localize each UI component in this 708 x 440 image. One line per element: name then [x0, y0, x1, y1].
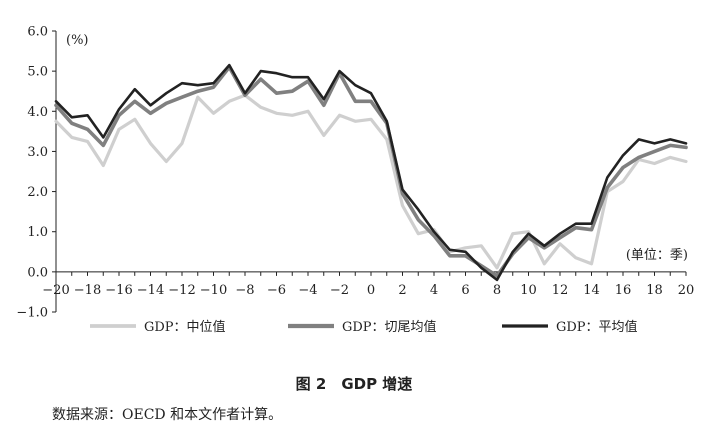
figure-title: 图 2 GDP 增速	[295, 375, 413, 393]
legend-label-1: GDP：中位值	[144, 319, 226, 335]
x-tick-label: −4	[298, 283, 317, 298]
x-tick-label: −10	[200, 283, 227, 298]
x-tick-label: 0	[367, 283, 375, 298]
series-line-1	[54, 93, 688, 270]
x-tick-label: 14	[583, 283, 600, 298]
x-tick-label: −16	[105, 283, 132, 298]
x-axis-unit-label: (单位：季)	[626, 248, 688, 263]
y-axis-ticks: −1.0 0.0 1.0 2.0 3.0 4.0 5.0 6.0	[16, 25, 56, 321]
x-tick-label: 4	[430, 283, 438, 298]
y-tick-label: 4.0	[27, 105, 48, 120]
x-tick-label: 8	[493, 283, 501, 298]
series-layer	[54, 63, 688, 282]
x-tick-label: 6	[461, 283, 469, 298]
y-tick-label: 5.0	[27, 65, 48, 80]
series-line-3	[54, 63, 688, 282]
gdp-growth-chart: −1.0 0.0 1.0 2.0 3.0 4.0 5.0 6.0 −2 0 −18 −16 −14 −1…	[16, 25, 695, 336]
x-tick-label: −2	[330, 283, 349, 298]
legend: GDP：中位值 GDP：切尾均值 GDP：平均值	[90, 319, 638, 335]
legend-label-3: GDP：平均值	[556, 319, 638, 335]
x-tick-label: −12	[168, 283, 195, 298]
y-tick-label: 3.0	[27, 145, 48, 160]
y-tick-label: 1.0	[27, 225, 48, 240]
y-tick-label: 2.0	[27, 185, 48, 200]
x-tick-label: 10	[520, 283, 537, 298]
legend-label-2: GDP：切尾均值	[342, 319, 437, 335]
y-tick-label: −1.0	[16, 306, 48, 321]
x-tick-label: −14	[137, 283, 164, 298]
x-tick-label: −8	[235, 283, 254, 298]
figure-source-note: 数据来源：OECD 和本文作者计算。	[52, 407, 283, 423]
x-tick-label: 20	[678, 283, 695, 298]
x-tick-label: 16	[615, 283, 632, 298]
x-tick-label: −18	[74, 283, 101, 298]
y-axis-unit-label: (%)	[66, 33, 89, 48]
y-tick-label: 6.0	[27, 25, 48, 40]
x-tick-label: 2	[398, 283, 406, 298]
x-tick-label: 12	[552, 283, 569, 298]
x-axis-ticks: −20 −18 −16 −14 −12 −10 −8 −6 −4 −2 0 2 4 6 8 10 12 14 16 1…	[42, 271, 695, 298]
x-tick-label: −6	[267, 283, 286, 298]
series-line-2	[54, 65, 688, 278]
y-tick-label: 0.0	[27, 265, 48, 280]
x-tick-label: 18	[646, 283, 663, 298]
